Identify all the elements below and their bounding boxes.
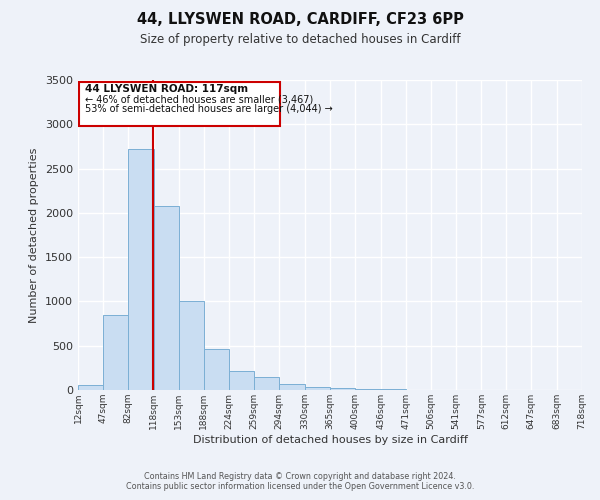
Bar (280, 384, 305, 390)
Bar (103, 314, 128, 390)
Bar (78, 385, 103, 390)
Bar (254, 377, 280, 390)
Bar (330, 388, 355, 390)
Bar (229, 372, 254, 390)
Text: Size of property relative to detached houses in Cardiff: Size of property relative to detached ho… (140, 32, 460, 46)
Bar (154, 206, 179, 390)
Bar (355, 388, 380, 390)
Y-axis label: Number of detached properties: Number of detached properties (29, 148, 40, 322)
Text: 44 LLYSWEN ROAD: 117sqm: 44 LLYSWEN ROAD: 117sqm (85, 84, 248, 94)
Text: Contains HM Land Registry data © Crown copyright and database right 2024.: Contains HM Land Registry data © Crown c… (144, 472, 456, 481)
Bar (128, 149, 154, 390)
X-axis label: Distribution of detached houses by size in Cardiff: Distribution of detached houses by size … (193, 434, 467, 444)
FancyBboxPatch shape (79, 82, 280, 126)
Text: Contains public sector information licensed under the Open Government Licence v3: Contains public sector information licen… (126, 482, 474, 491)
Text: 53% of semi-detached houses are larger (4,044) →: 53% of semi-detached houses are larger (… (85, 104, 333, 115)
Bar (203, 350, 229, 390)
Text: ← 46% of detached houses are smaller (3,467): ← 46% of detached houses are smaller (3,… (85, 94, 313, 104)
Bar (305, 386, 330, 390)
Text: 44, LLYSWEN ROAD, CARDIFF, CF23 6PP: 44, LLYSWEN ROAD, CARDIFF, CF23 6PP (137, 12, 463, 28)
Bar (179, 301, 203, 390)
